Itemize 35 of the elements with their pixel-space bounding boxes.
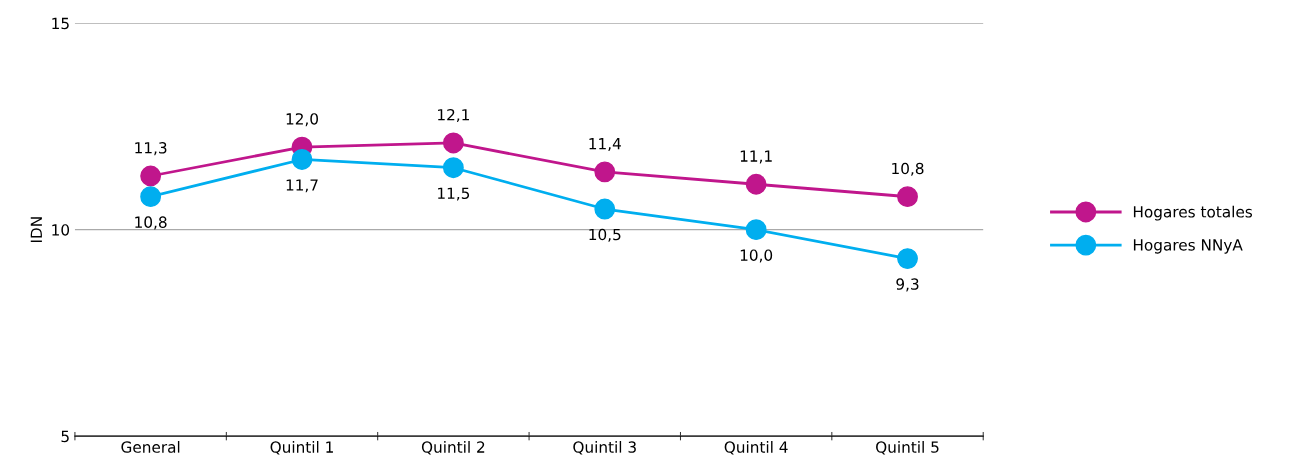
data-label: 10,5 bbox=[589, 228, 621, 242]
point bbox=[442, 132, 464, 154]
x-tick-label: General bbox=[121, 441, 180, 453]
data-label: 10,0 bbox=[740, 249, 773, 263]
point bbox=[291, 149, 313, 170]
x-tick-label: Quintil 1 bbox=[270, 441, 333, 455]
point bbox=[745, 219, 767, 241]
legend-label: Hogares totales bbox=[1133, 205, 1253, 221]
point bbox=[140, 186, 162, 208]
point bbox=[897, 248, 918, 270]
x-tick-label: Quintil 5 bbox=[876, 441, 939, 455]
data-label: 10,8 bbox=[892, 162, 924, 176]
data-label: 11,4 bbox=[589, 138, 621, 152]
point bbox=[745, 173, 767, 195]
data-label: 12,0 bbox=[286, 113, 318, 127]
y-tick-label: 15 bbox=[52, 17, 69, 30]
data-label: 10,8 bbox=[135, 216, 167, 230]
data-label: 9,3 bbox=[896, 278, 919, 292]
data-label: 11,1 bbox=[740, 150, 772, 164]
data-label: 11,5 bbox=[438, 187, 470, 201]
y-tick-label: 5 bbox=[61, 430, 69, 443]
y-axis-title: IDN bbox=[30, 217, 42, 243]
point bbox=[442, 157, 464, 179]
x-tick-label: Quintil 4 bbox=[724, 441, 788, 455]
point bbox=[897, 186, 918, 208]
x-tick-label: Quintil 2 bbox=[421, 441, 485, 455]
data-label: 11,3 bbox=[135, 142, 167, 156]
data-label: 12,1 bbox=[438, 109, 469, 123]
legend-label: Hogares NNyA bbox=[1133, 239, 1243, 254]
x-tick-label: Quintil 3 bbox=[573, 441, 636, 455]
point bbox=[140, 165, 162, 187]
data-label: 11,7 bbox=[286, 179, 318, 193]
point bbox=[594, 161, 616, 183]
point bbox=[594, 198, 616, 220]
y-tick-label: 10 bbox=[52, 224, 70, 236]
